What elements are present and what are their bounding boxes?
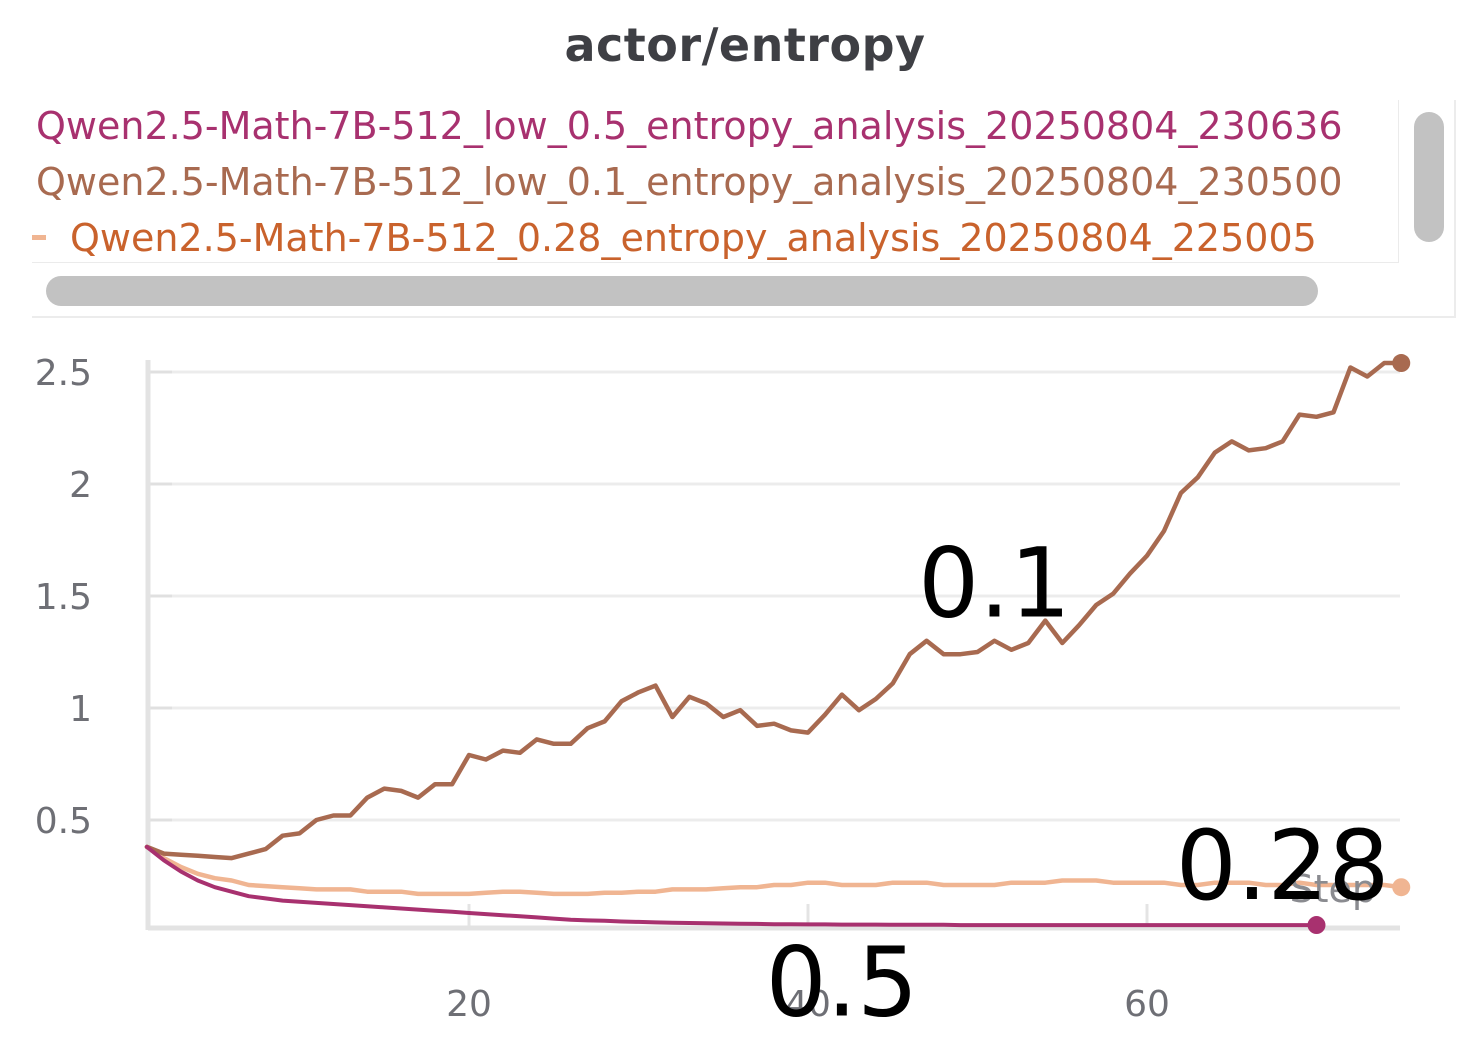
annotation-label: 0.28 xyxy=(1176,810,1390,922)
series-line-1[interactable] xyxy=(144,360,1404,861)
legend-label: Qwen2.5-Math-7B-512_low_0.1_entropy_anal… xyxy=(36,160,1343,204)
annotations: 0.1 0.28 0.5 xyxy=(766,528,1390,1039)
y-tick-label: 1 xyxy=(69,689,92,730)
horizontal-scrollbar[interactable] xyxy=(46,276,1318,306)
series-line-2[interactable] xyxy=(144,844,1404,897)
grid-lines xyxy=(148,370,1400,822)
series-end-point-1[interactable] xyxy=(1392,354,1411,373)
annotation-label: 0.5 xyxy=(766,926,919,1038)
vertical-scrollbar[interactable] xyxy=(1414,112,1444,242)
legend-entry-0-28[interactable]: Qwen2.5-Math-7B-512_0.28_entropy_analysi… xyxy=(32,212,1317,262)
axes xyxy=(145,360,1400,931)
legend-swatch xyxy=(32,235,46,240)
legend-entry-low-0-1[interactable]: Qwen2.5-Math-7B-512_low_0.1_entropy_anal… xyxy=(36,156,1343,212)
legend-panel: Qwen2.5-Math-7B-512_low_0.5_entropy_anal… xyxy=(32,100,1456,318)
legend-label: Qwen2.5-Math-7B-512_low_0.5_entropy_anal… xyxy=(36,104,1343,148)
y-tick-label: 2.5 xyxy=(35,353,92,394)
tick-labels: 0.5 1 1.5 2 2.5 20 40 60 xyxy=(35,353,1170,1025)
x-tick-label: 40 xyxy=(785,984,831,1025)
legend-label: Qwen2.5-Math-7B-512_0.28_entropy_analysi… xyxy=(70,216,1317,260)
x-tick-label: 60 xyxy=(1124,984,1170,1025)
annotation-label: 0.1 xyxy=(918,528,1071,640)
series-end-point-0[interactable] xyxy=(1307,916,1326,935)
y-tick-label: 0.5 xyxy=(35,801,92,842)
series-line-0[interactable] xyxy=(144,844,1319,928)
y-tick-label: 1.5 xyxy=(35,577,92,618)
legend-viewport: Qwen2.5-Math-7B-512_low_0.5_entropy_anal… xyxy=(32,100,1399,263)
y-tick-label: 2 xyxy=(69,465,92,506)
x-tick-label: 20 xyxy=(446,984,492,1025)
series-lines xyxy=(144,354,1411,935)
x-axis-label: Step xyxy=(1289,867,1376,911)
legend-entry-low-0-5[interactable]: Qwen2.5-Math-7B-512_low_0.5_entropy_anal… xyxy=(36,100,1343,156)
series-end-point-2[interactable] xyxy=(1392,878,1411,897)
chart-title: actor/entropy xyxy=(564,18,926,72)
